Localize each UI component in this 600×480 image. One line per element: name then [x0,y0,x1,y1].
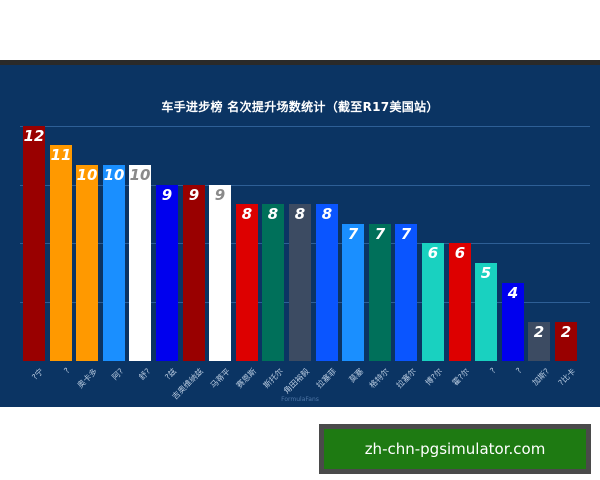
bar-value-label: 8 [294,205,306,223]
watermark-text: zh-chn-pgsimulator.com [324,429,586,469]
bar: 10 [103,165,125,361]
bar: 10 [76,165,98,361]
gridline [20,185,590,186]
credit-text: FormulaFans [281,396,319,403]
bar-value-label: 9 [214,186,226,204]
bar-value-label: 8 [267,205,279,223]
bar: 12 [23,126,45,361]
bar-value-label: 9 [161,186,173,204]
bar-value-label: 7 [347,225,359,243]
bar-value-label: 9 [188,186,200,204]
bar: 8 [316,204,338,361]
bar: 6 [449,243,471,361]
bar-value-label: 2 [560,323,572,341]
bar-value-label: 10 [103,166,125,184]
bar: 8 [262,204,284,361]
bar: 8 [236,204,258,361]
bar: 10 [129,165,151,361]
bar-value-label: 6 [454,244,466,262]
bar: 7 [395,224,417,361]
bar: 7 [342,224,364,361]
bar-value-label: 10 [129,166,151,184]
bar: 7 [369,224,391,361]
bar: 2 [555,322,577,361]
bar-value-label: 7 [400,225,412,243]
bar-value-label: 6 [427,244,439,262]
top-dark-band [0,60,600,65]
chart-title: 车手进步榜 名次提升场数统计（截至R17美国站） [161,100,439,114]
bar-value-label: 2 [533,323,545,341]
bar: 9 [183,185,205,361]
bar: 6 [422,243,444,361]
bar-value-label: 10 [76,166,98,184]
bar: 9 [156,185,178,361]
bar-value-label: 12 [23,127,45,145]
bar: 2 [528,322,550,361]
watermark-banner: zh-chn-pgsimulator.com [319,424,591,474]
bar-value-label: 8 [241,205,253,223]
bar: 8 [289,204,311,361]
bar-value-label: 4 [507,284,519,302]
bar: 11 [50,145,72,361]
bar-value-label: 7 [374,225,386,243]
bar-value-label: 11 [50,146,72,164]
bar: 4 [502,283,524,361]
gridline [20,126,590,127]
bar-value-label: 5 [480,264,492,282]
bar-value-label: 8 [321,205,333,223]
bar: 9 [209,185,231,361]
bar: 5 [475,263,497,361]
